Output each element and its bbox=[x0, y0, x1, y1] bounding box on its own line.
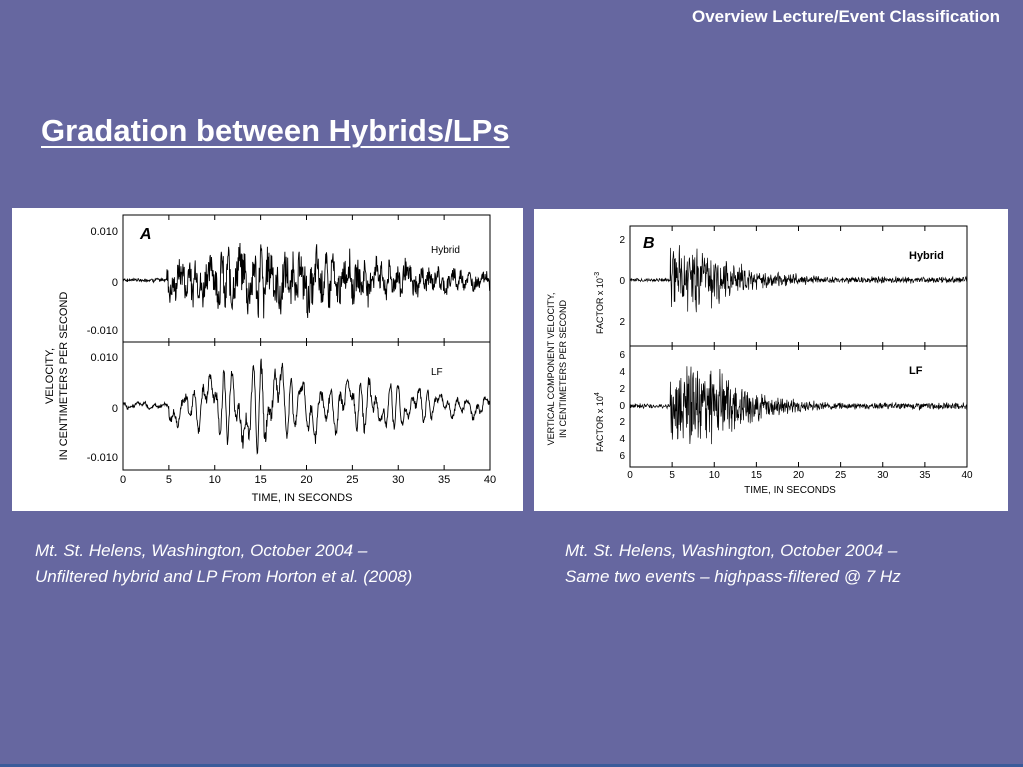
a-xtick-6: 30 bbox=[392, 474, 404, 486]
caption-b: Mt. St. Helens, Washington, October 2004… bbox=[565, 538, 1015, 590]
a-lf-label: LF bbox=[431, 367, 443, 378]
a-xtick-2: 10 bbox=[209, 474, 221, 486]
a-ylabel-line1: VELOCITY, bbox=[44, 348, 56, 404]
b-xtick-6: 30 bbox=[877, 470, 889, 481]
b-tick-marks bbox=[629, 226, 968, 467]
b-bottom-ytick-6: 6 bbox=[619, 451, 625, 462]
b-top-ytick-2: 2 bbox=[619, 317, 625, 328]
a-hybrid-label: Hybrid bbox=[431, 245, 460, 256]
a-bottom-ytick-2: -0.010 bbox=[87, 452, 118, 464]
b-xtick-0: 0 bbox=[627, 470, 633, 481]
caption-a-line1: Mt. St. Helens, Washington, October 2004… bbox=[35, 541, 368, 560]
b-bottom-ytick-0: 6 bbox=[619, 350, 625, 361]
seismogram-figure-b: VERTICAL COMPONENT VELOCITY, IN CENTIMET… bbox=[534, 209, 1008, 511]
a-bottom-ytick-1: 0 bbox=[112, 403, 118, 415]
b-xtick-3: 15 bbox=[751, 470, 763, 481]
b-xlabel: TIME, IN SECONDS bbox=[744, 485, 836, 496]
caption-a: Mt. St. Helens, Washington, October 2004… bbox=[35, 538, 535, 590]
b-hybrid-trace bbox=[629, 245, 968, 313]
b-ylabel-line2: IN CENTIMETERS PER SECOND bbox=[558, 299, 568, 438]
a-hybrid-trace bbox=[122, 242, 491, 319]
a-xlabel: TIME, IN SECONDS bbox=[252, 492, 353, 504]
b-top-factor: FACTOR x 10-3 bbox=[594, 272, 605, 334]
b-bottom-ytick-4: 2 bbox=[619, 417, 625, 428]
b-hybrid-label: Hybrid bbox=[909, 250, 944, 262]
a-top-ytick-1: 0 bbox=[112, 277, 118, 289]
b-bottom-ytick-2: 2 bbox=[619, 384, 625, 395]
b-xtick-2: 10 bbox=[709, 470, 721, 481]
b-lf-label: LF bbox=[909, 365, 923, 377]
a-xtick-3: 15 bbox=[254, 474, 266, 486]
b-xtick-8: 40 bbox=[961, 470, 973, 481]
b-bottom-ytick-5: 4 bbox=[619, 434, 625, 445]
seismogram-b-svg: VERTICAL COMPONENT VELOCITY, IN CENTIMET… bbox=[546, 225, 973, 496]
a-xtick-5: 25 bbox=[346, 474, 358, 486]
seismogram-figure-a: VELOCITY, IN CENTIMETERS PER SECOND A Hy… bbox=[12, 208, 523, 511]
a-top-ytick-0: 0.010 bbox=[90, 226, 118, 238]
header-title: Overview Lecture/Event Classification bbox=[691, 7, 1000, 26]
b-lf-trace bbox=[629, 366, 968, 445]
a-xtick-8: 40 bbox=[484, 474, 496, 486]
b-panel-letter: B bbox=[643, 235, 655, 252]
b-bottom-factor: FACTOR x 104 bbox=[594, 392, 605, 452]
a-xtick-4: 20 bbox=[300, 474, 312, 486]
seismogram-a-svg: VELOCITY, IN CENTIMETERS PER SECOND A Hy… bbox=[44, 214, 496, 504]
caption-a-line2: Unfiltered hybrid and LP From Horton et … bbox=[35, 567, 413, 586]
caption-b-line2: Same two events – highpass-filtered @ 7 … bbox=[565, 567, 901, 586]
bottom-rule bbox=[0, 764, 1023, 767]
b-xtick-5: 25 bbox=[835, 470, 847, 481]
a-panel-letter: A bbox=[139, 226, 152, 243]
b-ylabel-line1: VERTICAL COMPONENT VELOCITY, bbox=[546, 293, 556, 446]
b-xtick-1: 5 bbox=[669, 470, 675, 481]
a-bottom-ytick-0: 0.010 bbox=[90, 352, 118, 364]
a-lf-trace bbox=[122, 358, 491, 455]
caption-b-line1: Mt. St. Helens, Washington, October 2004… bbox=[565, 541, 898, 560]
b-xtick-4: 20 bbox=[793, 470, 805, 481]
b-bottom-ytick-3: 0 bbox=[619, 401, 625, 412]
a-xtick-7: 35 bbox=[438, 474, 450, 486]
a-top-ytick-2: -0.010 bbox=[87, 325, 118, 337]
a-ylabel-line2: IN CENTIMETERS PER SECOND bbox=[58, 292, 70, 461]
a-xtick-0: 0 bbox=[120, 474, 126, 486]
b-top-ytick-0: 2 bbox=[619, 235, 625, 246]
a-xtick-1: 5 bbox=[166, 474, 172, 486]
slide-title: Gradation between Hybrids/LPs bbox=[41, 113, 510, 148]
b-xtick-7: 35 bbox=[919, 470, 931, 481]
b-top-ytick-1: 0 bbox=[619, 276, 625, 287]
a-tick-marks bbox=[122, 215, 491, 470]
b-bottom-ytick-1: 4 bbox=[619, 367, 625, 378]
